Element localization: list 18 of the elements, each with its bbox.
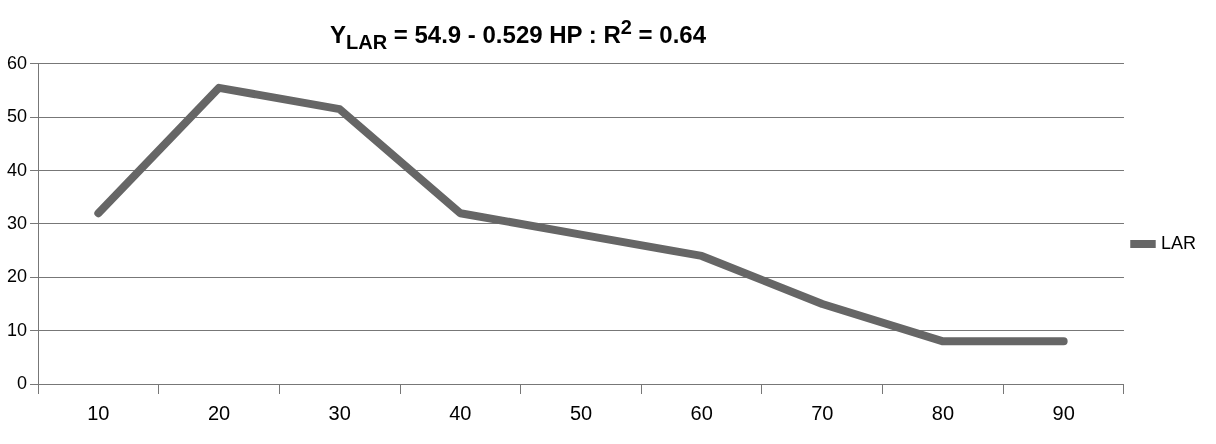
x-tick-label: 20 [207, 401, 231, 424]
y-tick-label: 60 [6, 52, 28, 73]
chart-title: Y$_{LAR}$ = 54.9 - 0.529 HP : R$^{2}$ = 0.64 [329, 15, 707, 53]
x-tick-label: 60 [690, 401, 713, 424]
x-tick-label: 90 [1052, 401, 1075, 424]
x-tick-label: 30 [328, 401, 351, 424]
x-tick-label: 40 [449, 401, 472, 424]
x-tick-label: 80 [931, 401, 955, 424]
y-tick-label: 50 [6, 106, 28, 127]
y-tick-label: 40 [6, 159, 28, 180]
y-tick-label: 0 [17, 372, 28, 393]
x-tick-label: 50 [569, 401, 593, 424]
legend-label: LAR [1160, 232, 1196, 253]
x-tick-label: 10 [87, 401, 110, 424]
y-tick-label: 30 [6, 212, 28, 233]
y-tick-label: 20 [6, 266, 28, 287]
y-tick-label: 10 [6, 319, 28, 340]
x-tick-label: 70 [811, 401, 834, 424]
